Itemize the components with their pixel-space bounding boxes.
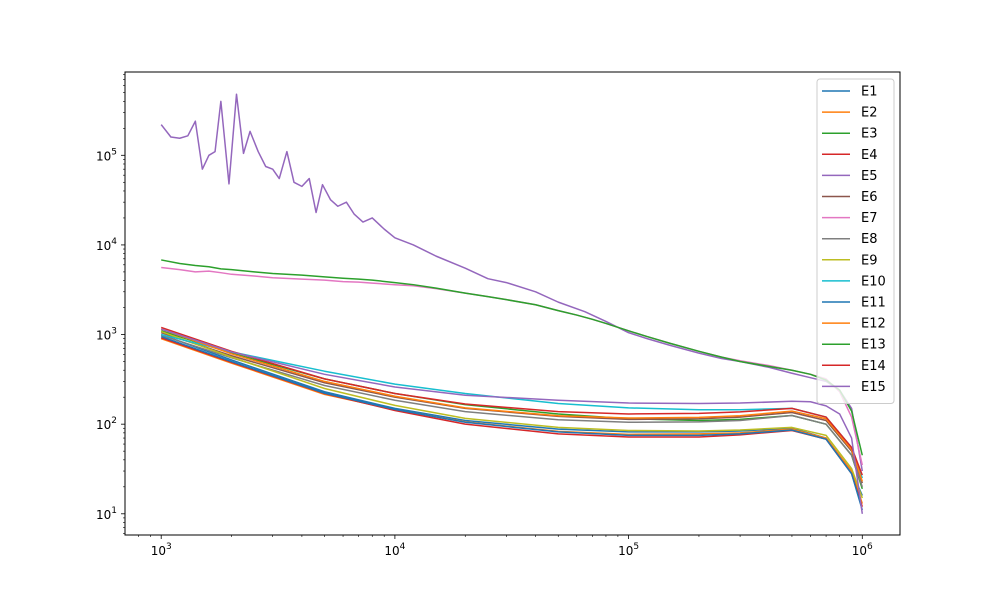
legend-label-e5: E5 xyxy=(861,169,878,184)
legend-label-e12: E12 xyxy=(861,317,886,332)
legend-box xyxy=(816,78,895,404)
plot-frame xyxy=(124,71,901,536)
series-line-e14 xyxy=(160,326,863,476)
legend: E1 E2 E3 E4 E5 E6 E7 E8 E9 E10 E11 E12 E13 E14 E15 xyxy=(816,78,895,404)
legend-label-e11: E11 xyxy=(861,296,886,311)
legend-label-e10: E10 xyxy=(861,274,886,289)
y-tick-label: 103 xyxy=(96,327,117,343)
x-tick-label: 106 xyxy=(852,542,873,558)
legend-label-e13: E13 xyxy=(861,338,886,353)
series-line-e11 xyxy=(160,335,864,511)
legend-label-e2: E2 xyxy=(861,106,878,121)
legend-label-e9: E9 xyxy=(861,253,878,268)
series-line-e9 xyxy=(160,330,863,499)
y-tick-label: 102 xyxy=(96,416,117,432)
legend-label-e14: E14 xyxy=(861,359,886,374)
x-tick-label: 104 xyxy=(384,542,405,558)
legend-label-e15: E15 xyxy=(861,380,886,395)
y-tick-label: 105 xyxy=(96,147,117,163)
legend-label-e8: E8 xyxy=(861,232,878,247)
series-line-e15 xyxy=(160,328,864,514)
y-tick-label: 104 xyxy=(96,237,117,253)
x-tick-label: 105 xyxy=(618,542,639,558)
series-line-e13 xyxy=(161,259,864,456)
legend-label-e3: E3 xyxy=(861,127,878,142)
axis-layer: 103 104 105 106 101 102 103 104 105 xyxy=(96,74,873,558)
series-line-e8 xyxy=(160,334,864,488)
series-line-e2 xyxy=(160,337,864,504)
series-line-e5 xyxy=(160,93,864,472)
series-line-e12 xyxy=(160,328,864,482)
series-line-e6 xyxy=(160,331,864,484)
legend-label-e4: E4 xyxy=(861,148,878,163)
series-layer xyxy=(160,93,864,514)
legend-label-e6: E6 xyxy=(861,190,878,205)
x-tick-label: 103 xyxy=(151,542,172,558)
y-tick-label: 101 xyxy=(96,506,117,522)
legend-label-e7: E7 xyxy=(861,211,878,226)
legend-label-e1: E1 xyxy=(861,85,878,100)
